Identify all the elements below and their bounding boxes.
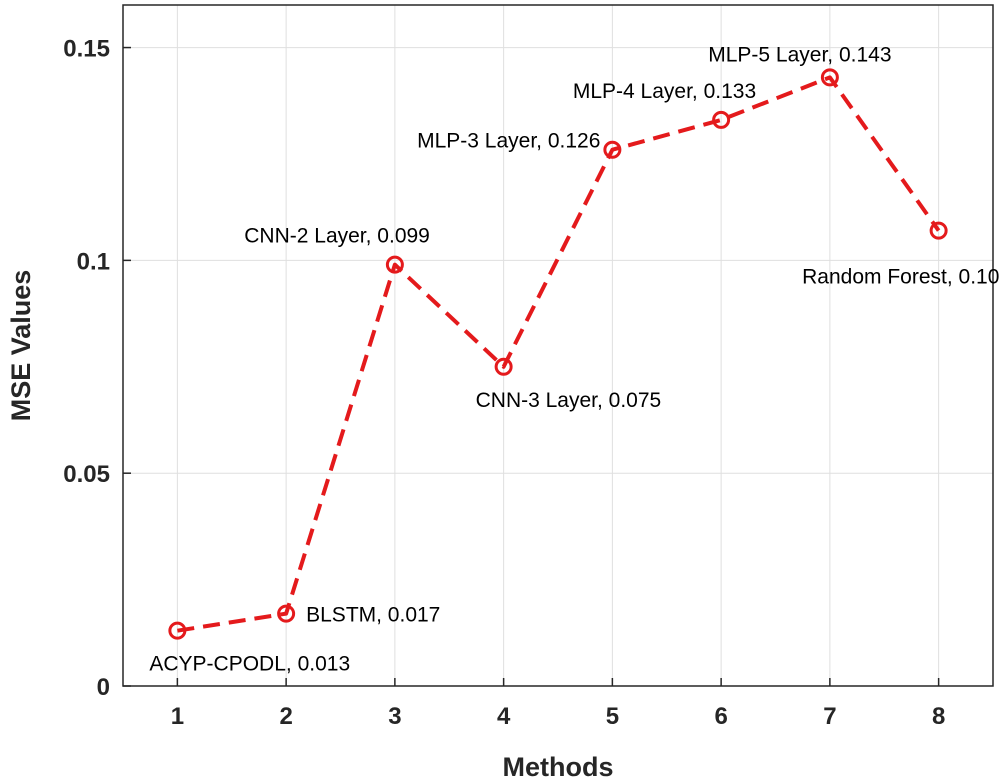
x-tick-label: 1 — [171, 703, 184, 730]
data-label: CNN-2 Layer, 0.099 — [244, 225, 430, 248]
x-tick-label: 2 — [279, 703, 292, 730]
x-axis-title: Methods — [503, 752, 614, 782]
x-tick-label: 3 — [388, 703, 401, 730]
x-tick-labels: 1 2 3 4 5 6 7 8 — [171, 703, 946, 730]
data-point-marker — [277, 604, 296, 623]
data-point-marker — [929, 221, 948, 240]
data-point-marker — [603, 140, 622, 159]
data-label: MLP-5 Layer, 0.143 — [708, 43, 891, 66]
data-point-marker — [494, 357, 513, 376]
x-tick-label: 6 — [714, 703, 727, 730]
data-label: ACYP-CPODL, 0.013 — [149, 653, 350, 676]
x-tick-label: 4 — [497, 703, 511, 730]
data-label: MLP-3 Layer, 0.126 — [417, 130, 600, 153]
plot-frame — [122, 4, 994, 687]
x-tick-label: 8 — [932, 703, 945, 730]
data-point-marker — [168, 621, 187, 640]
series-line — [177, 75, 941, 633]
data-label: BLSTM, 0.017 — [306, 604, 440, 627]
data-point-marker — [820, 68, 839, 87]
data-label: Random Forest, 0.107 — [802, 266, 1000, 289]
data-point-marker — [712, 110, 731, 129]
data-labels: ACYP-CPODL, 0.013 BLSTM, 0.017 CNN-2 Layer… — [149, 43, 1000, 675]
axis-ticks — [123, 46, 940, 687]
y-tick-label: 0.15 — [63, 36, 110, 63]
y-tick-label: 0.1 — [77, 248, 110, 275]
y-tick-label: 0 — [97, 674, 110, 701]
data-label: CNN-3 Layer, 0.075 — [476, 389, 662, 412]
y-tick-labels: 0 0.05 0.1 0.15 — [63, 36, 110, 701]
data-label: MLP-4 Layer, 0.133 — [573, 80, 756, 103]
x-tick-label: 7 — [823, 703, 836, 730]
x-tick-label: 5 — [606, 703, 619, 730]
y-axis-title: MSE Values — [6, 270, 36, 422]
data-point-marker — [385, 255, 404, 274]
y-tick-label: 0.05 — [63, 461, 110, 488]
series — [168, 68, 948, 640]
